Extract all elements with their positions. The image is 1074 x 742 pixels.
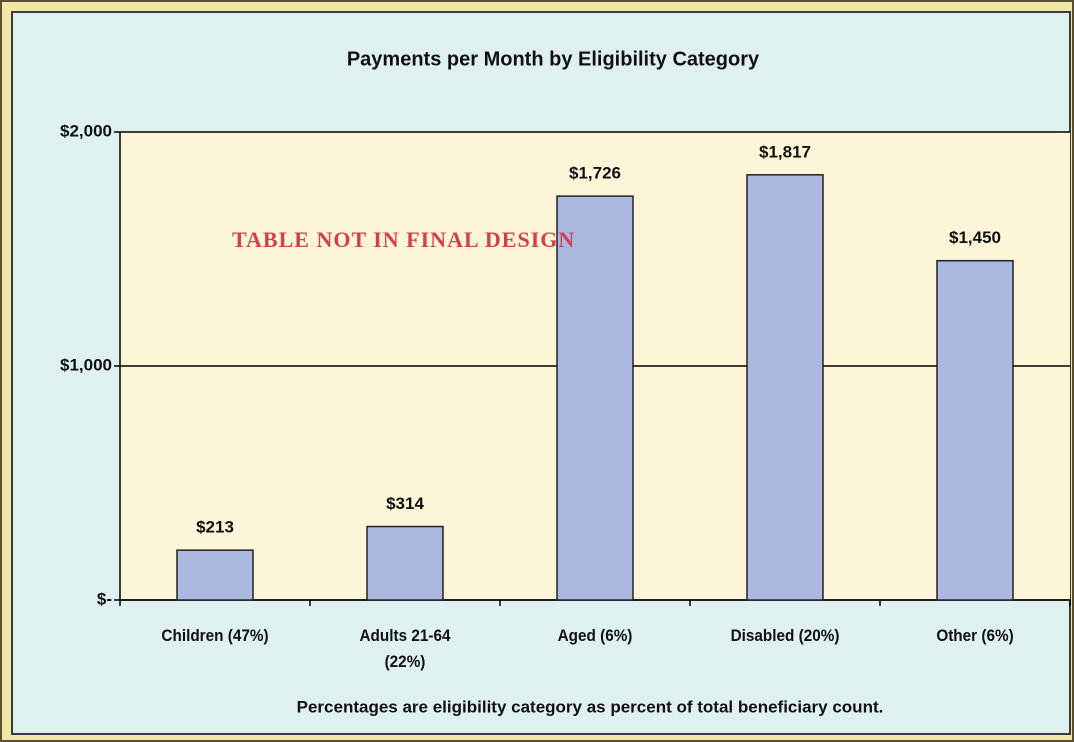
annotation: TABLE NOT IN FINAL DESIGN: [232, 227, 575, 252]
bar: [176, 549, 254, 601]
bar: [746, 174, 824, 601]
x-tick-label: Children (47%): [161, 626, 269, 645]
x-tick-label: Other (6%): [936, 626, 1014, 645]
y-tick-label: $-: [97, 589, 112, 608]
x-tick-label: Adults 21-64 (22%): [359, 626, 451, 671]
x-tick-label: Aged (6%): [557, 626, 633, 645]
data-label: $1,726: [569, 164, 621, 183]
data-label: $1,450: [949, 228, 1001, 247]
x-tick-label: Disabled (20%): [730, 626, 840, 645]
chart-title: Payments per Month by Eligibility Catego…: [347, 48, 760, 70]
data-label: $213: [196, 518, 234, 537]
bar: [556, 195, 634, 601]
footnote: Percentages are eligibility category as …: [297, 697, 884, 716]
data-label: $1,817: [759, 142, 811, 161]
y-tick-label: $2,000: [60, 121, 112, 140]
y-tick-label: $1,000: [60, 355, 112, 374]
bar: [366, 525, 444, 601]
bar: [936, 259, 1014, 601]
data-label: $314: [386, 494, 424, 513]
